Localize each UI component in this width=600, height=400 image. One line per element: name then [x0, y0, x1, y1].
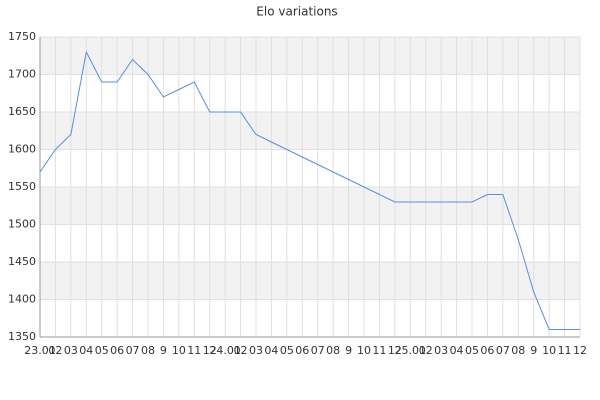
x-tick-label: 08: [511, 344, 525, 357]
x-tick-label: 04: [264, 344, 278, 357]
y-tick-label: 1450: [8, 255, 36, 268]
x-tick-label: 9: [345, 344, 352, 357]
chart-title: Elo variations: [256, 5, 337, 19]
y-tick-label: 1500: [8, 218, 36, 231]
y-tick-label: 1650: [8, 105, 36, 118]
y-tick-label: 1400: [8, 293, 36, 306]
line-series: [39, 50, 580, 330]
x-tick-label: 25.01: [395, 344, 427, 357]
x-tick-label: 12: [388, 344, 402, 357]
x-tick-label: 07: [311, 344, 325, 357]
x-tick-label: 23.01: [24, 344, 56, 357]
x-tick-label: 24.01: [209, 344, 241, 357]
x-tick-label: 02: [234, 344, 248, 357]
x-tick-label: 12: [203, 344, 217, 357]
x-tick-label: 06: [295, 344, 309, 357]
x-tick-label: 12: [573, 344, 587, 357]
x-tick-label: 05: [95, 344, 109, 357]
grid-band: [40, 187, 580, 225]
x-tick-label: 11: [187, 344, 201, 357]
x-tick-label: 02: [419, 344, 433, 357]
x-tick-label: 03: [64, 344, 78, 357]
x-tick-label: 02: [48, 344, 62, 357]
x-tick-label: 9: [530, 344, 537, 357]
x-tick-label: 11: [372, 344, 386, 357]
x-tick-label: 08: [141, 344, 155, 357]
grid-band: [40, 37, 580, 75]
x-tick-label: 06: [480, 344, 494, 357]
y-tick-label: 1700: [8, 68, 36, 81]
x-tick-label: 04: [79, 344, 93, 357]
y-tick-label: 1550: [8, 180, 36, 193]
x-tick-label: 06: [110, 344, 124, 357]
x-tick-label: 10: [357, 344, 371, 357]
x-tick-label: 07: [496, 344, 510, 357]
x-tick-label: 05: [465, 344, 479, 357]
x-tick-label: 05: [280, 344, 294, 357]
y-tick-label: 1750: [8, 30, 36, 43]
x-tick-label: 11: [558, 344, 572, 357]
x-tick-label: 03: [249, 344, 263, 357]
x-tick-label: 08: [326, 344, 340, 357]
y-tick-label: 1350: [8, 330, 36, 343]
x-tick-label: 03: [434, 344, 448, 357]
y-tick-label: 1600: [8, 143, 36, 156]
grid-band: [40, 262, 580, 300]
x-tick-label: 10: [172, 344, 186, 357]
x-tick-label: 04: [450, 344, 464, 357]
x-tick-label: 10: [542, 344, 556, 357]
grid-band: [40, 112, 580, 150]
x-tick-label: 07: [126, 344, 140, 357]
x-tick-label: 9: [160, 344, 167, 357]
